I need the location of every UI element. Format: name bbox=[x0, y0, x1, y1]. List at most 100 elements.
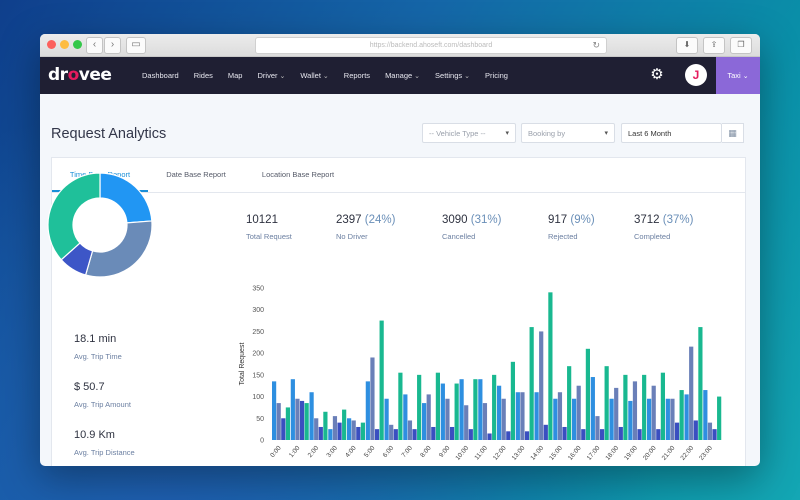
bar-400-s4[interactable] bbox=[360, 422, 365, 440]
bar-2200-s4[interactable] bbox=[698, 327, 703, 440]
bar-600-s2[interactable] bbox=[389, 424, 394, 440]
bar-800-s4[interactable] bbox=[435, 372, 440, 440]
nav-driver[interactable]: Driver ⌄ bbox=[257, 71, 286, 80]
forward-icon[interactable]: › bbox=[104, 37, 121, 54]
avatar[interactable]: J bbox=[685, 64, 707, 86]
tabs-icon[interactable]: ❐ bbox=[730, 37, 752, 54]
bar-1700-s3[interactable] bbox=[599, 429, 605, 440]
bar-1400-s2[interactable] bbox=[539, 331, 544, 440]
bar-900-s3[interactable] bbox=[449, 426, 455, 440]
bar-000-s1[interactable] bbox=[272, 381, 277, 440]
bar-1700-s4[interactable] bbox=[604, 366, 609, 440]
nav-dashboard[interactable]: Dashboard bbox=[142, 71, 179, 80]
bar-2100-s4[interactable] bbox=[679, 390, 684, 440]
bar-500-s1[interactable] bbox=[365, 381, 370, 440]
bar-1700-s2[interactable] bbox=[595, 416, 600, 440]
bar-1900-s1[interactable] bbox=[628, 400, 633, 440]
bar-600-s1[interactable] bbox=[384, 398, 389, 440]
bar-200-s1[interactable] bbox=[309, 392, 314, 440]
bar-2200-s1[interactable] bbox=[684, 394, 689, 440]
bar-1900-s3[interactable] bbox=[637, 429, 642, 440]
bar-2000-s2[interactable] bbox=[651, 385, 656, 440]
bar-500-s3[interactable] bbox=[374, 429, 380, 440]
bar-100-s1[interactable] bbox=[290, 379, 295, 440]
bar-1800-s4[interactable] bbox=[623, 374, 628, 440]
bar-2000-s1[interactable] bbox=[647, 398, 652, 440]
back-icon[interactable]: ‹ bbox=[86, 37, 103, 54]
bar-1600-s4[interactable] bbox=[585, 348, 590, 440]
bar-1100-s2[interactable] bbox=[482, 403, 488, 440]
bar-2300-s4[interactable] bbox=[717, 396, 722, 440]
bar-1300-s2[interactable] bbox=[520, 392, 525, 440]
bar-2000-s4[interactable] bbox=[660, 372, 665, 440]
bar-1300-s4[interactable] bbox=[529, 327, 534, 440]
brand-logo[interactable]: drovee bbox=[48, 65, 112, 85]
bar-2300-s2[interactable] bbox=[707, 422, 713, 440]
bar-1000-s3[interactable] bbox=[468, 429, 473, 440]
bar-800-s1[interactable] bbox=[422, 403, 427, 440]
bar-1300-s3[interactable] bbox=[524, 431, 530, 440]
bar-1000-s1[interactable] bbox=[459, 379, 464, 440]
bar-1400-s1[interactable] bbox=[534, 392, 539, 440]
address-bar[interactable]: https://backend.ahoseft.com/dashboard ↻ bbox=[255, 37, 607, 54]
bar-900-s1[interactable] bbox=[440, 383, 445, 440]
bar-1500-s1[interactable] bbox=[553, 398, 558, 440]
maximize-window-button[interactable] bbox=[73, 40, 82, 49]
donut-slice-no-driver[interactable] bbox=[99, 172, 153, 224]
donut-slice-cancelled[interactable] bbox=[84, 220, 153, 278]
gear-icon[interactable]: ⚙ bbox=[650, 66, 664, 83]
bar-2100-s1[interactable] bbox=[665, 398, 670, 440]
bar-1800-s3[interactable] bbox=[618, 426, 623, 440]
donut-slice-completed[interactable] bbox=[47, 172, 101, 261]
bar-600-s3[interactable] bbox=[393, 429, 398, 440]
bar-1400-s4[interactable] bbox=[548, 292, 553, 440]
bar-2000-s3[interactable] bbox=[656, 429, 661, 440]
nav-wallet[interactable]: Wallet ⌄ bbox=[300, 71, 329, 80]
sidebar-toggle-icon[interactable]: ▭ bbox=[126, 37, 146, 54]
bar-600-s4[interactable] bbox=[398, 372, 403, 440]
bar-1500-s2[interactable] bbox=[557, 392, 563, 440]
bar-2200-s3[interactable] bbox=[693, 420, 698, 440]
bar-900-s2[interactable] bbox=[445, 398, 450, 440]
bar-200-s3[interactable] bbox=[318, 426, 323, 440]
bar-1900-s2[interactable] bbox=[632, 381, 638, 440]
booking-by-select[interactable]: Booking by ▾ bbox=[521, 123, 615, 143]
calendar-icon[interactable]: ▦ bbox=[722, 123, 744, 143]
bar-2300-s3[interactable] bbox=[712, 429, 717, 440]
bar-2300-s1[interactable] bbox=[703, 390, 708, 440]
close-window-button[interactable] bbox=[47, 40, 56, 49]
nav-map[interactable]: Map bbox=[227, 71, 243, 80]
bar-100-s2[interactable] bbox=[295, 398, 300, 440]
nav-pricing[interactable]: Pricing bbox=[485, 71, 508, 80]
bar-1100-s1[interactable] bbox=[478, 379, 483, 440]
nav-manage[interactable]: Manage ⌄ bbox=[385, 71, 421, 80]
bar-1800-s1[interactable] bbox=[609, 398, 614, 440]
bar-300-s4[interactable] bbox=[342, 409, 347, 440]
bar-1800-s2[interactable] bbox=[614, 387, 619, 440]
date-range-input[interactable]: Last 6 Month bbox=[621, 123, 722, 143]
bar-500-s2[interactable] bbox=[370, 357, 375, 440]
bar-1200-s1[interactable] bbox=[497, 385, 502, 440]
bar-000-s4[interactable] bbox=[285, 407, 290, 440]
bar-100-s3[interactable] bbox=[299, 400, 305, 440]
bar-1200-s4[interactable] bbox=[510, 361, 515, 440]
bar-300-s3[interactable] bbox=[337, 422, 342, 440]
bar-300-s1[interactable] bbox=[328, 429, 333, 440]
tab-date-base-report[interactable]: Date Base Report bbox=[166, 170, 226, 179]
bar-1900-s4[interactable] bbox=[642, 374, 647, 440]
bar-1500-s3[interactable] bbox=[562, 426, 567, 440]
bar-1600-s2[interactable] bbox=[576, 385, 581, 440]
bar-000-s2[interactable] bbox=[276, 403, 281, 440]
bar-700-s2[interactable] bbox=[407, 420, 413, 440]
download-icon[interactable]: ⬇ bbox=[676, 37, 698, 54]
minimize-window-button[interactable] bbox=[60, 40, 69, 49]
bar-500-s4[interactable] bbox=[379, 320, 384, 440]
share-icon[interactable]: ⇪ bbox=[703, 37, 725, 54]
bar-1100-s3[interactable] bbox=[487, 433, 492, 440]
bar-1000-s2[interactable] bbox=[464, 405, 469, 440]
bar-900-s4[interactable] bbox=[454, 383, 459, 440]
bar-000-s3[interactable] bbox=[281, 418, 286, 440]
bar-1300-s1[interactable] bbox=[515, 392, 520, 440]
bar-2200-s2[interactable] bbox=[689, 346, 694, 440]
service-selector[interactable]: Taxi ⌄ bbox=[716, 57, 760, 94]
